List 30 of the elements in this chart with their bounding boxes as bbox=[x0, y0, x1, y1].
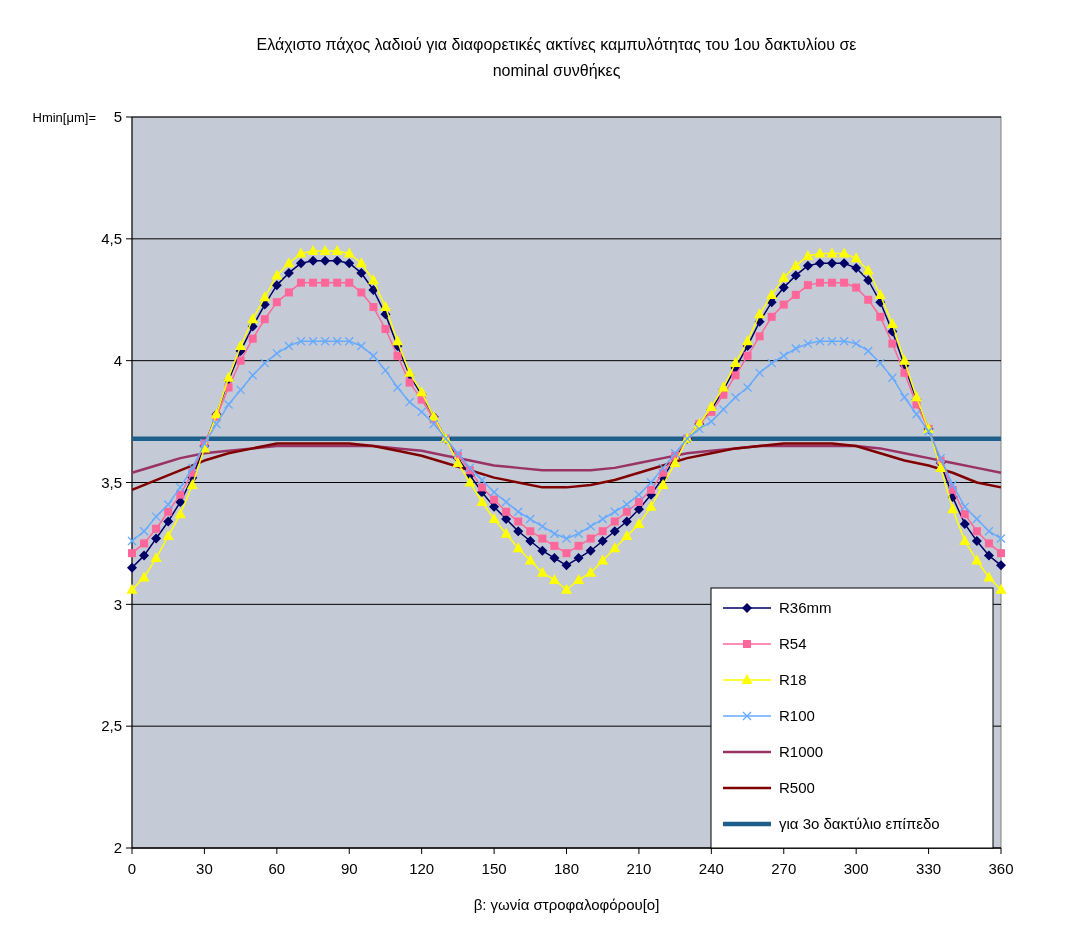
x-tick-label: 30 bbox=[196, 860, 213, 877]
x-tick-label: 0 bbox=[127, 860, 137, 877]
legend-label: R36mm bbox=[779, 599, 832, 617]
x-tick-label: 270 bbox=[771, 860, 797, 877]
x-tick-label: 240 bbox=[698, 860, 724, 877]
x-axis-title: β: γωνία στροφαλοφόρου[ο] bbox=[473, 896, 660, 913]
x-tick-label: 210 bbox=[626, 860, 652, 877]
y-tick-label: 2 bbox=[113, 839, 122, 857]
x-tick-label: 150 bbox=[481, 860, 507, 877]
chart-title: Ελάχιστο πάχος λαδιού για διαφορετικές ακτίνες καμπυλότητας του 1ου δακτυλίου σε nominal συνθήκες bbox=[256, 36, 857, 79]
legend-label: R54 bbox=[779, 635, 807, 653]
y-tick-label: 4,5 bbox=[101, 230, 122, 248]
y-tick-label: 5 bbox=[113, 108, 122, 126]
x-tick-label: 60 bbox=[268, 860, 286, 877]
legend-label: R500 bbox=[779, 779, 815, 797]
legend-label: R1000 bbox=[779, 743, 824, 761]
x-tick-label: 360 bbox=[988, 860, 1014, 877]
y-tick-label: 4 bbox=[113, 351, 122, 369]
x-tick-label: 90 bbox=[340, 860, 358, 877]
x-tick-label: 180 bbox=[553, 860, 580, 877]
x-tick-label: 300 bbox=[843, 860, 869, 877]
x-tick-label: 330 bbox=[916, 860, 942, 877]
y-tick-label: 2,5 bbox=[101, 717, 122, 735]
y-tick-label: 3 bbox=[113, 595, 122, 613]
legend-label: για 3ο δακτύλιο επίπεδο bbox=[779, 815, 940, 833]
y-tick-label: 3,5 bbox=[101, 473, 122, 491]
legend-label: R100 bbox=[779, 707, 815, 725]
x-tick-label: 120 bbox=[409, 860, 435, 877]
y-axis-title: Hmin[μm]= bbox=[32, 109, 96, 125]
legend-label: R18 bbox=[779, 671, 807, 689]
